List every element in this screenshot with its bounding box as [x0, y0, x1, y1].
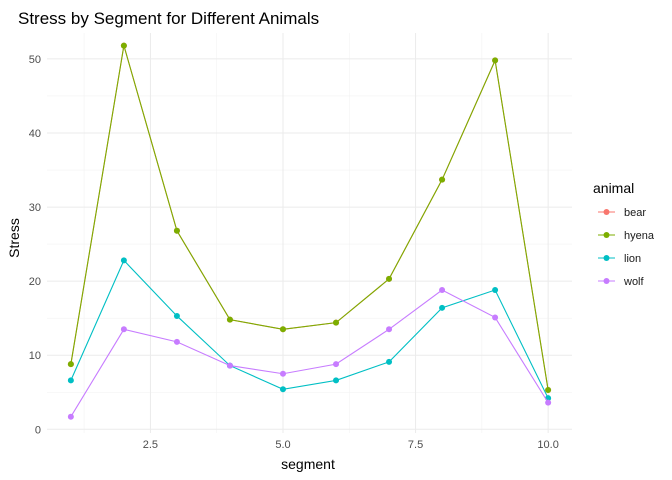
data-point-wolf — [492, 314, 499, 321]
data-point-wolf — [439, 287, 446, 294]
legend-key-point — [603, 232, 610, 238]
series-lion — [67, 257, 552, 402]
legend: animal bear hyena lion wolf — [593, 180, 655, 288]
data-point-hyena — [279, 326, 286, 333]
legend-label: lion — [624, 253, 641, 265]
data-point-wolf — [120, 326, 127, 333]
series-line-hyena — [70, 45, 549, 391]
y-axis-title: Stress — [6, 218, 22, 258]
grid — [47, 33, 572, 433]
data-point-wolf — [279, 370, 286, 377]
legend-item-wolf: wolf — [598, 276, 645, 288]
data-point-wolf — [545, 399, 552, 406]
data-point-wolf — [226, 362, 233, 369]
series-line-lion — [70, 259, 549, 399]
legend-key-point — [603, 278, 610, 284]
legend-label: bear — [624, 207, 646, 219]
data-point-wolf — [67, 413, 74, 420]
series-bear — [67, 42, 552, 394]
y-tick-label: 0 — [35, 424, 41, 436]
series-line-bear — [70, 45, 549, 391]
data-point-hyena — [226, 316, 233, 323]
chart-title: Stress by Segment for Different Animals — [18, 9, 319, 28]
data-point-lion — [279, 386, 286, 393]
series-wolf — [67, 287, 552, 420]
y-axis-ticks: 0 10 20 30 40 50 — [29, 54, 41, 436]
data-point-lion — [120, 257, 127, 264]
data-point-hyena — [492, 57, 499, 64]
legend-items: bear hyena lion wolf — [598, 207, 655, 288]
data-point-lion — [67, 377, 74, 384]
data-point-wolf — [333, 361, 340, 368]
data-point-hyena — [545, 387, 552, 394]
legend-label: wolf — [623, 276, 645, 288]
data-point-lion — [173, 312, 180, 319]
data-point-lion — [439, 304, 446, 311]
legend-key-point — [603, 209, 610, 215]
y-tick-label: 50 — [29, 54, 41, 66]
legend-title: animal — [593, 180, 634, 196]
data-point-lion — [333, 377, 340, 384]
series-layer — [67, 42, 552, 420]
x-tick-label: 5.0 — [275, 439, 290, 451]
y-tick-label: 40 — [29, 128, 41, 140]
x-tick-label: 7.5 — [408, 439, 423, 451]
y-tick-label: 20 — [29, 276, 41, 288]
legend-label: hyena — [624, 230, 655, 242]
series-hyena — [67, 42, 552, 394]
data-point-wolf — [386, 326, 393, 333]
x-tick-label: 2.5 — [143, 439, 158, 451]
data-point-hyena — [333, 319, 340, 326]
data-point-hyena — [173, 227, 180, 234]
x-axis-title: segment — [281, 456, 335, 472]
data-point-hyena — [67, 361, 74, 368]
x-tick-label: 10.0 — [537, 439, 558, 451]
legend-key-point — [603, 255, 610, 261]
data-point-wolf — [173, 338, 180, 345]
y-tick-label: 10 — [29, 350, 41, 362]
data-point-hyena — [439, 176, 446, 183]
data-point-hyena — [386, 275, 393, 282]
series-line-wolf — [70, 289, 549, 417]
data-point-lion — [386, 358, 393, 365]
data-point-hyena — [120, 42, 127, 49]
y-tick-label: 30 — [29, 202, 41, 214]
data-point-lion — [492, 287, 499, 294]
legend-item-bear: bear — [598, 207, 646, 219]
legend-item-lion: lion — [598, 253, 641, 265]
legend-item-hyena: hyena — [598, 230, 655, 242]
x-axis-ticks: 2.5 5.0 7.5 10.0 — [143, 439, 559, 451]
